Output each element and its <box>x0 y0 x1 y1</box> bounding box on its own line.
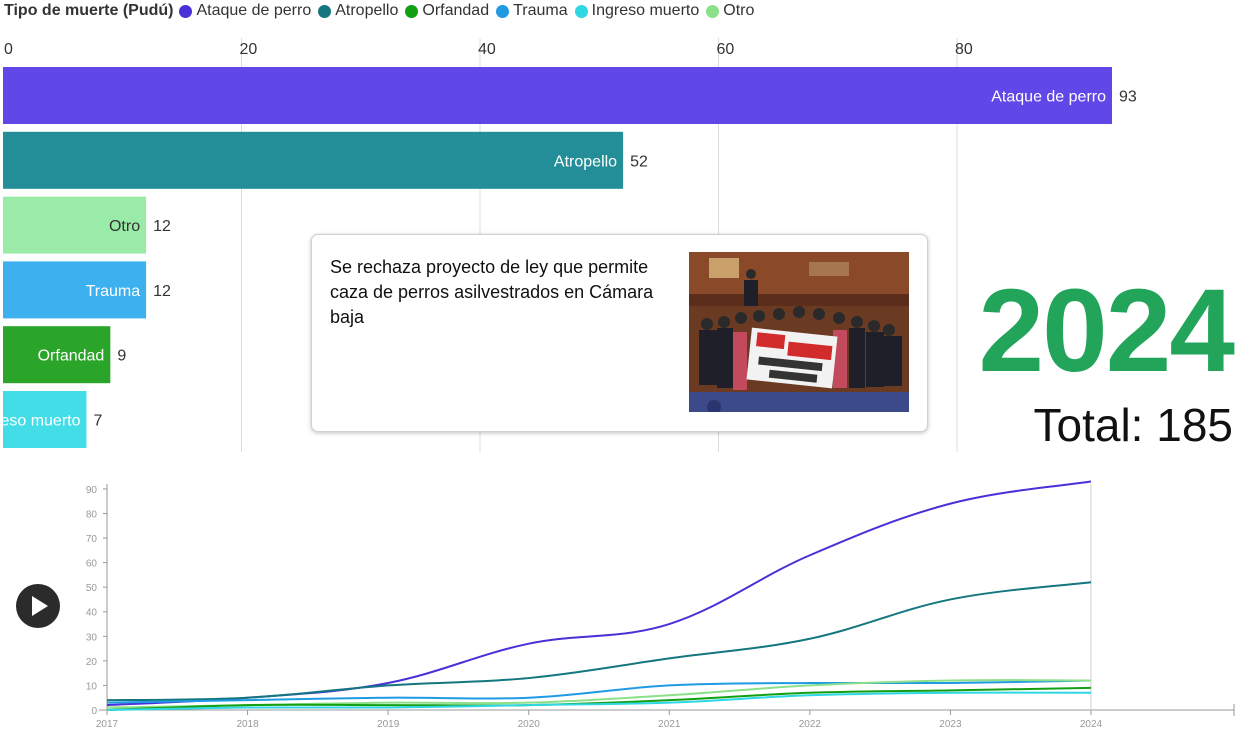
bar-value: 93 <box>1119 89 1137 106</box>
series-line <box>106 686 1092 711</box>
x-tick-label: 2020 <box>518 719 541 730</box>
bar-label: Otro <box>109 218 140 235</box>
y-tick-label: 30 <box>86 632 98 643</box>
series-line <box>106 581 1092 702</box>
legend-label: Otro <box>723 2 755 19</box>
bar-label: Trauma <box>86 283 141 300</box>
legend-label: Trauma <box>513 2 568 19</box>
legend-dot <box>318 4 332 18</box>
legend-dot <box>496 4 510 18</box>
current-year: 2024 <box>978 265 1235 397</box>
y-tick-label: 70 <box>86 534 98 545</box>
legend-item[interactable]: Trauma <box>496 2 568 20</box>
x-tick-label: 2019 <box>377 719 400 730</box>
bar <box>3 261 147 319</box>
play-icon <box>32 596 48 616</box>
x-tick-label: 2022 <box>799 719 822 730</box>
x-tick-label: 2021 <box>658 719 681 730</box>
series-line <box>106 691 1092 711</box>
series-line <box>106 480 1092 707</box>
y-tick-label: 0 <box>91 706 97 717</box>
legend-dot <box>405 4 419 18</box>
legend-item[interactable]: Atropello <box>318 2 398 20</box>
bar-label: Orfandad <box>38 348 105 365</box>
bar <box>3 131 624 189</box>
legend-label: Ingreso muerto <box>591 2 700 19</box>
x-tick-label: 2017 <box>96 719 119 730</box>
x-tick-label: 2023 <box>939 719 962 730</box>
x-tick-label: 2018 <box>236 719 259 730</box>
legend: Tipo de muerte (Pudú) Ataque de perro At… <box>4 0 761 22</box>
bar-value: 9 <box>117 348 126 365</box>
y-tick-label: 20 <box>86 657 98 668</box>
event-headline: Se rechaza proyecto de ley que permite c… <box>330 257 654 327</box>
legend-title: Tipo de muerte (Pudú) <box>4 2 174 19</box>
bar-label: Ingreso muerto <box>0 413 81 430</box>
y-tick-label: 90 <box>86 485 98 496</box>
bar <box>3 67 1112 124</box>
legend-dot <box>706 4 720 18</box>
bar-value: 7 <box>93 413 102 430</box>
y-tick-label: 10 <box>86 681 98 692</box>
bar-value: 12 <box>153 283 171 300</box>
y-tick-label: 40 <box>86 608 98 619</box>
x-tick-label: 20 <box>239 41 257 58</box>
bar <box>3 391 87 448</box>
y-tick-label: 80 <box>86 509 98 520</box>
legend-item[interactable]: Ataque de perro <box>179 2 311 20</box>
x-tick-label: 60 <box>716 41 734 58</box>
bar <box>3 326 111 384</box>
line-chart: 0 10 20 30 40 50 60 70 80 90 2017 2018 2019 2020 2021 2… <box>86 480 1235 730</box>
bar-label: Ataque de perro <box>991 89 1106 106</box>
bar <box>3 196 147 254</box>
legend-dot <box>179 4 193 18</box>
y-tick-label: 60 <box>86 559 98 570</box>
y-tick-label: 50 <box>86 583 98 594</box>
legend-item[interactable]: Otro <box>706 2 754 20</box>
x-tick-label: 40 <box>478 41 496 58</box>
play-button[interactable] <box>16 584 60 628</box>
x-tick-label: 80 <box>955 41 973 58</box>
legend-label: Atropello <box>335 2 399 19</box>
total-count: Total: 185 <box>1033 399 1233 451</box>
bar-chart-race: 0 20 40 60 80 Ataque de perro 93 Atropello 52 Otr… <box>0 38 1137 452</box>
legend-label: Orfandad <box>422 2 490 19</box>
legend-dot <box>574 4 588 18</box>
legend-item[interactable]: Orfandad <box>405 2 489 20</box>
legend-item[interactable]: Ingreso muerto <box>574 2 700 20</box>
x-tick-label: 0 <box>4 41 13 58</box>
event-photo <box>689 252 909 412</box>
bar-label: Atropello <box>554 153 617 170</box>
bar-value: 52 <box>630 153 648 170</box>
x-tick-label: 2024 <box>1080 719 1103 730</box>
bar-value: 12 <box>153 218 171 235</box>
series-line <box>106 679 1092 704</box>
event-card: Se rechaza proyecto de ley que permite c… <box>311 234 928 432</box>
legend-label: Ataque de perro <box>196 2 312 19</box>
